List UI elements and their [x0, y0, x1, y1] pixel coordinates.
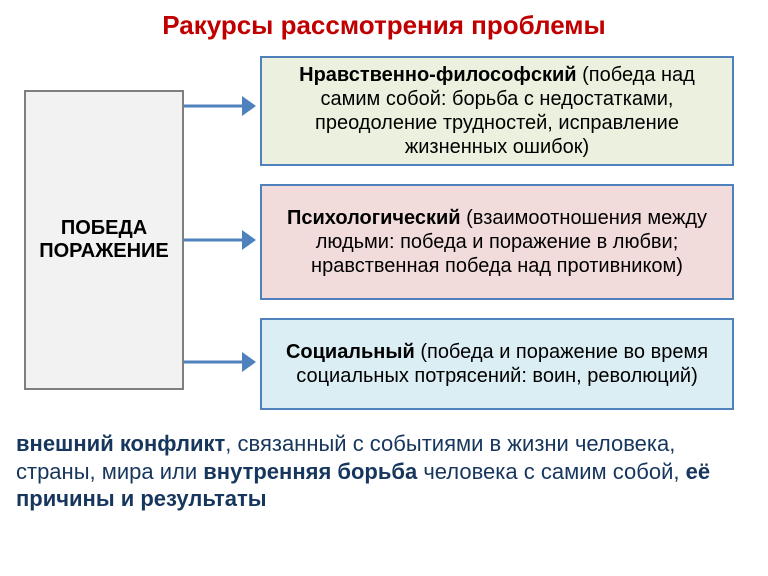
footer-span-2: внутренняя борьба — [203, 459, 417, 484]
target-bold-2: Социальный — [286, 341, 415, 363]
diagram-stage: Ракурсы рассмотрения проблемы ПОБЕДА ПОР… — [0, 0, 768, 576]
footer-span-3: человека с самим собой, — [417, 459, 685, 484]
target-box-1: Психологический (взаимоотношения между л… — [260, 184, 734, 300]
footer-span-0: внешний конфликт — [16, 431, 225, 456]
target-box-2: Социальный (победа и поражение во время … — [260, 318, 734, 410]
target-bold-1: Психологический — [287, 207, 461, 229]
target-bold-0: Нравственно-философский — [299, 64, 576, 86]
footer-text: внешний конфликт, связанный с событиями … — [16, 430, 752, 513]
target-box-0: Нравственно-философский (победа над сами… — [260, 56, 734, 166]
